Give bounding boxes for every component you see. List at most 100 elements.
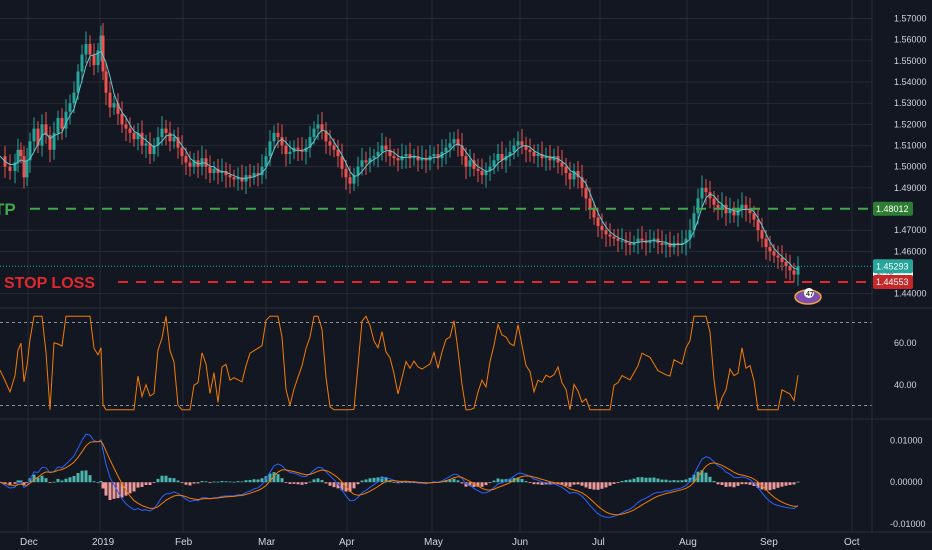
candle-body: [528, 149, 532, 152]
macd-histogram-bar: [220, 480, 224, 483]
macd-histogram-bar: [768, 482, 772, 491]
macd-histogram-bar: [132, 482, 136, 492]
candle-body: [480, 170, 484, 176]
macd-histogram-bar: [604, 482, 608, 488]
macd-histogram-bar: [712, 481, 716, 483]
time-tick: Apr: [339, 537, 355, 548]
macd-histogram-bar: [356, 482, 360, 485]
rsi-pane[interactable]: [0, 315, 872, 411]
macd-histogram-bar: [640, 477, 644, 483]
macd-histogram-bar: [676, 480, 680, 483]
tp-price-tag: [873, 201, 913, 216]
candle-body: [784, 261, 788, 267]
candle-body: [84, 43, 88, 55]
macd-tick: -0.01000: [890, 519, 926, 529]
candle-body: [304, 147, 308, 152]
candle-body: [376, 151, 380, 157]
macd-histogram-bar: [72, 475, 76, 483]
candle-body: [620, 240, 624, 242]
tp-label: TP: [0, 200, 16, 219]
macd-histogram-bar: [60, 480, 64, 483]
candle-body: [604, 230, 608, 235]
macd-histogram-bar: [116, 482, 120, 499]
macd-histogram-bar: [252, 479, 256, 483]
macd-histogram-bar: [324, 482, 328, 484]
candle-body: [56, 118, 60, 133]
candle-body: [516, 141, 520, 146]
rsi-axis[interactable]: 60.00 40.00: [894, 338, 917, 390]
macd-histogram-bar: [480, 482, 484, 487]
candle-body: [796, 266, 800, 275]
macd-histogram-bar: [64, 478, 68, 483]
candle-body: [392, 156, 396, 159]
candle-body: [444, 147, 448, 152]
time-tick: Sep: [760, 537, 778, 548]
macd-histogram-bar: [180, 482, 184, 484]
candle-body: [228, 175, 232, 178]
candle-body: [64, 111, 68, 129]
macd-histogram-bar: [648, 477, 652, 483]
time-tick: 2019: [92, 537, 115, 548]
macd-histogram-bar: [668, 480, 672, 483]
candle-body: [524, 145, 528, 150]
macd-pane[interactable]: [0, 433, 800, 518]
candle-body: [101, 35, 105, 72]
candle-body: [592, 209, 596, 218]
macd-histogram-bar: [308, 481, 312, 483]
candle-body: [552, 156, 556, 161]
candle-body: [308, 137, 312, 148]
candle-body: [428, 156, 432, 161]
candle-body: [32, 128, 36, 142]
event-badge[interactable]: 47: [794, 288, 822, 305]
macd-histogram-bar: [568, 482, 572, 487]
candle-body: [420, 158, 424, 161]
time-axis[interactable]: Dec 2019 Feb Mar Apr May Jun Jul Aug Sep Oct: [20, 537, 860, 548]
macd-histogram-bar: [16, 480, 20, 483]
candle-body: [512, 145, 516, 152]
price-tick: 1.57000: [894, 14, 927, 24]
candle-body: [472, 160, 476, 169]
candle-body: [684, 238, 688, 243]
macd-histogram-bar: [76, 473, 80, 483]
price-axis[interactable]: 1.57000 1.56000 1.55000 1.54000 1.53000 1.520…: [894, 14, 927, 299]
macd-histogram-bar: [340, 482, 344, 491]
macd-axis[interactable]: 0.01000 0.00000 -0.01000: [890, 436, 926, 529]
price-tick: 1.44000: [894, 289, 927, 299]
candle-body: [320, 124, 324, 131]
candle-body: [500, 154, 504, 161]
candle-body: [99, 35, 103, 51]
candle-body: [484, 170, 488, 176]
macd-histogram-bar: [700, 470, 704, 483]
macd-histogram-bar: [492, 480, 496, 483]
candle-body: [792, 270, 796, 275]
candle-body: [400, 156, 404, 161]
candle-body: [720, 204, 724, 210]
rsi-tick: 40.00: [894, 380, 917, 390]
candle-body: [716, 204, 720, 210]
candle-body: [216, 168, 220, 174]
candle-body: [360, 160, 364, 167]
candle-body: [448, 143, 452, 148]
macd-histogram-bar: [732, 482, 736, 488]
candle-body: [460, 145, 464, 157]
candle-body: [680, 242, 684, 245]
price-pane[interactable]: [0, 23, 800, 286]
macd-histogram-bar: [456, 480, 460, 483]
macd-histogram-bar: [256, 479, 260, 483]
macd-histogram-bar: [500, 479, 504, 483]
candle-body: [496, 154, 500, 161]
macd-histogram-bar: [748, 482, 752, 485]
macd-histogram-bar: [780, 482, 784, 487]
event-badge-count: 47: [806, 291, 814, 298]
macd-histogram-bar: [592, 482, 596, 490]
candle-body: [692, 213, 696, 231]
macd-histogram-bar: [528, 482, 532, 484]
macd-histogram-bar: [112, 482, 116, 499]
macd-histogram-bar: [396, 482, 400, 484]
candle-body: [488, 166, 492, 171]
macd-histogram-bar: [588, 482, 592, 489]
price-tick: 1.46000: [894, 246, 927, 256]
candle-body: [540, 154, 544, 159]
